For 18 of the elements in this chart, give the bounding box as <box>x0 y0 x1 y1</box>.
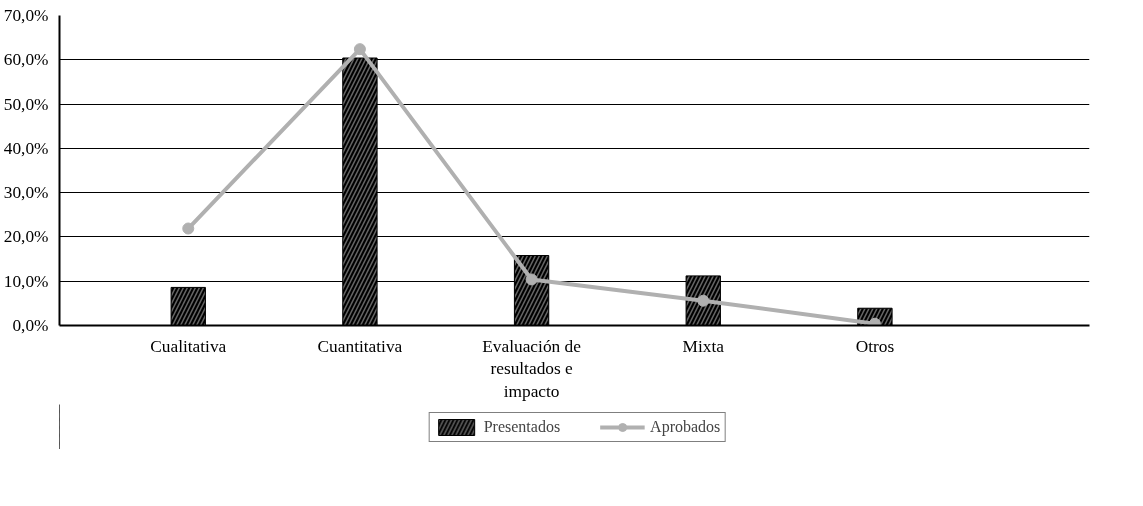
x-tick-label: Otros <box>855 336 895 356</box>
y-tick-label: 0,0% <box>12 316 49 335</box>
x-tick-label: Cualitativa <box>150 336 227 356</box>
y-tick-label: 70,0% <box>3 6 49 25</box>
y-tick-label: 60,0% <box>3 50 49 70</box>
y-tick-label: 40,0% <box>3 138 49 158</box>
x-tick-label: Mixta <box>682 336 725 356</box>
y-tick-label: 20,0% <box>3 227 49 247</box>
x-tick-label: Cuantitativa <box>317 336 403 356</box>
point <box>353 43 366 56</box>
point <box>182 222 195 235</box>
y-tick-label: 30,0% <box>3 183 49 203</box>
x-tick-label: Evaluación de resultados e impacto <box>482 336 582 402</box>
legend-label: Presentados <box>483 417 561 436</box>
point <box>525 273 538 286</box>
y-tick-label: 10,0% <box>3 271 49 291</box>
y-tick-label: 50,0% <box>3 94 49 114</box>
legend-label: Aprobados <box>650 417 721 436</box>
